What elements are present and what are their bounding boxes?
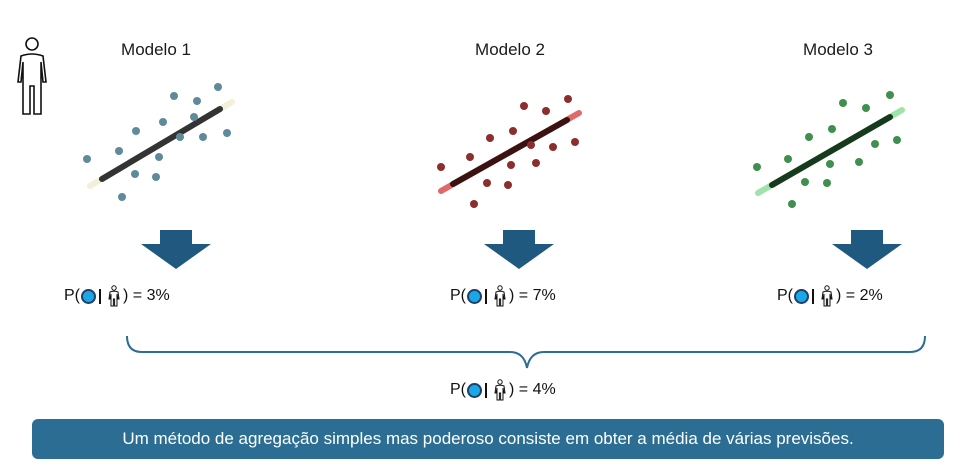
model-3-scatter — [753, 91, 905, 208]
divider-bar — [485, 288, 487, 304]
model-2-scatter — [437, 95, 582, 208]
down-arrow-icon — [832, 230, 902, 269]
model-2-probability: P( ) = 7% — [450, 284, 556, 308]
summary-banner-text: Um método de agregação simples mas poder… — [122, 429, 854, 448]
down-arrow-icon — [484, 230, 554, 269]
person-icon — [494, 285, 506, 307]
prob-suffix: ) = — [509, 287, 529, 304]
model-1-scatter — [83, 83, 235, 201]
prob-suffix: ) = — [509, 381, 529, 398]
aggregate-probability: P( ) = 4% — [450, 378, 556, 402]
person-icon — [108, 285, 120, 307]
probability-value: 3% — [146, 287, 170, 304]
model-1-probability: P( ) = 3% — [64, 284, 170, 308]
person-icon — [494, 379, 506, 401]
model-3-title: Modelo 3 — [803, 40, 873, 59]
probability-dot-icon — [81, 288, 96, 304]
summary-banner: Um método de agregação simples mas poder… — [32, 419, 944, 459]
probability-dot-icon — [794, 288, 809, 304]
divider-bar — [485, 382, 487, 398]
person-icon — [821, 285, 833, 307]
probability-value: 7% — [532, 287, 556, 304]
divider-bar — [812, 288, 814, 304]
prob-suffix: ) = — [836, 287, 856, 304]
model-2-title: Modelo 2 — [475, 40, 545, 59]
divider-bar — [99, 288, 101, 304]
prob-prefix: P( — [64, 287, 80, 304]
probability-dot-icon — [467, 288, 482, 304]
prob-suffix: ) = — [123, 287, 143, 304]
model-3-probability: P( ) = 2% — [777, 284, 883, 308]
probability-dot-icon — [467, 382, 482, 398]
aggregation-bracket — [126, 335, 926, 369]
prob-prefix: P( — [450, 381, 466, 398]
model-1-title: Modelo 1 — [121, 40, 191, 59]
person-icon — [17, 37, 47, 115]
prob-prefix: P( — [450, 287, 466, 304]
down-arrow-icon — [141, 230, 211, 269]
probability-value: 2% — [859, 287, 883, 304]
prob-prefix: P( — [777, 287, 793, 304]
probability-value: 4% — [532, 381, 556, 398]
